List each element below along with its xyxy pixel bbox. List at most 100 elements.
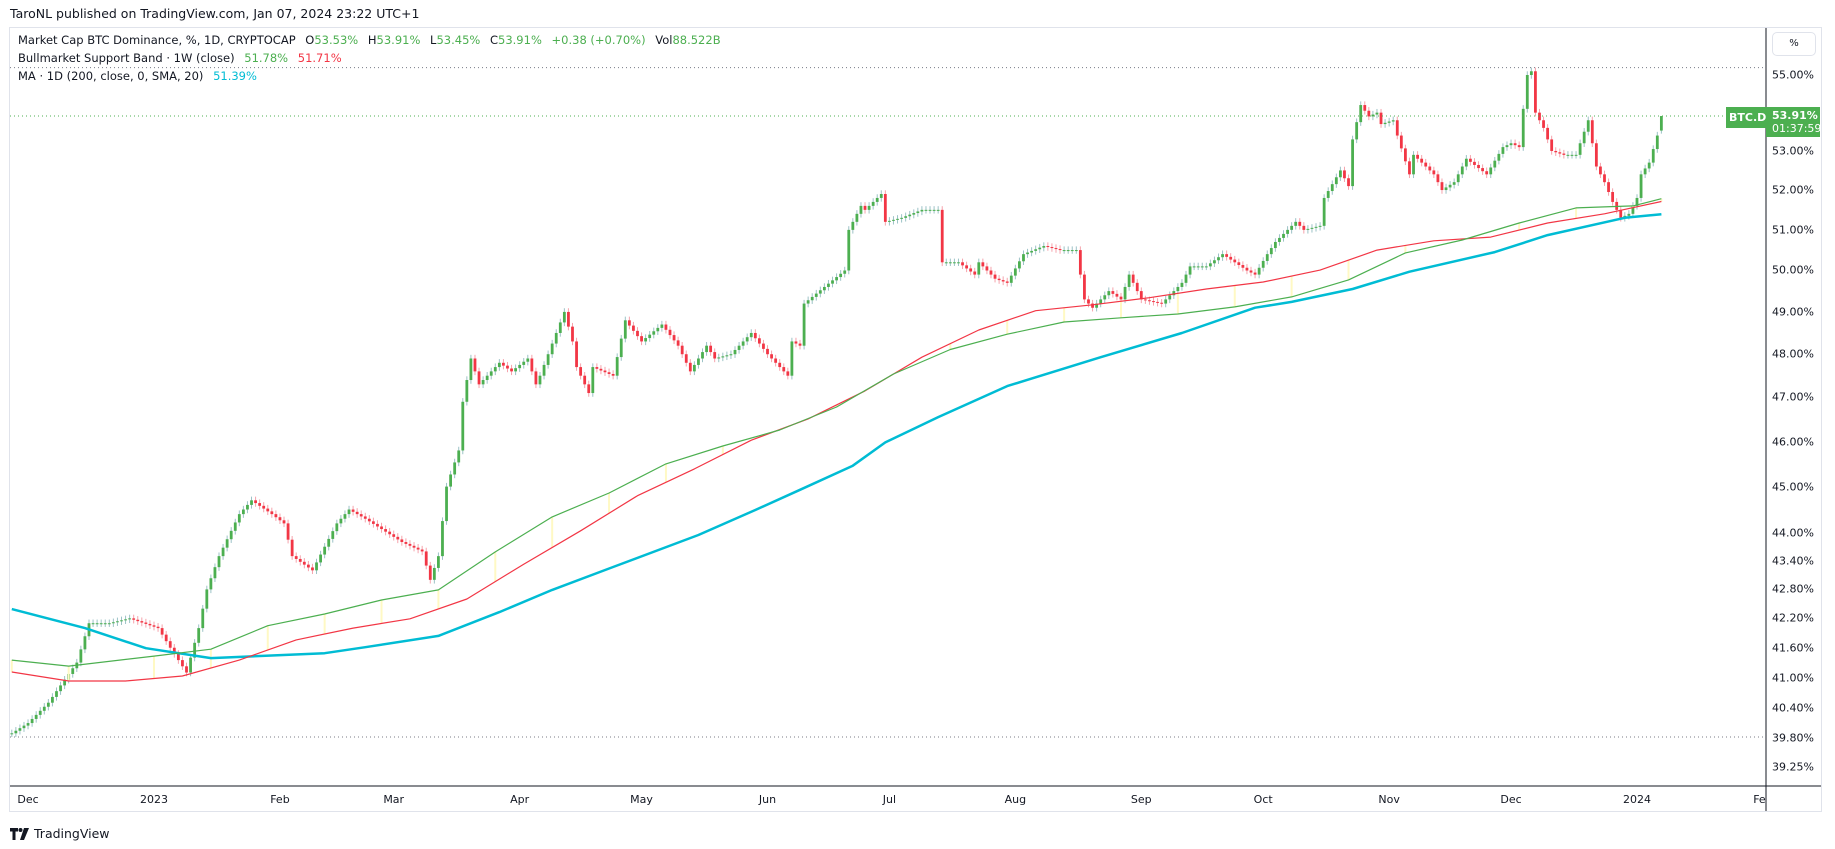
candle-body: [376, 523, 379, 527]
candle-body: [132, 618, 136, 620]
candle-body: [1322, 197, 1326, 226]
candle-body: [680, 345, 684, 355]
bar-countdown: 01:37:59: [1772, 122, 1822, 135]
candle-body: [1562, 153, 1566, 155]
candle-body: [1168, 295, 1172, 300]
candle-body: [1200, 266, 1204, 268]
candle-body: [1607, 182, 1610, 193]
candle-body: [1026, 252, 1029, 255]
candle-body: [1566, 154, 1570, 156]
candle-body: [1452, 182, 1456, 185]
candle-body: [973, 271, 977, 275]
candle-body: [1018, 261, 1021, 269]
candle-body: [640, 336, 643, 342]
candle-body: [1643, 168, 1647, 175]
candle-body: [396, 536, 400, 540]
candle-body: [847, 229, 851, 271]
candle-body: [798, 343, 802, 346]
price-tick-label: 40.40%: [1772, 701, 1814, 715]
candle-body: [1022, 254, 1025, 262]
time-tick-label: Aug: [1004, 793, 1027, 806]
candle-body: [806, 300, 810, 304]
candle-body: [1208, 263, 1212, 267]
candle-body: [558, 322, 562, 333]
candle-body: [814, 293, 818, 297]
candle-body: [1534, 71, 1537, 113]
candle-body: [233, 522, 237, 531]
candle-body: [441, 521, 444, 557]
candle-body: [518, 364, 522, 369]
legend-main-series[interactable]: Market Cap BTC Dominance, %, 1D, CRYPTOC…: [18, 33, 721, 47]
time-tick-label: Nov: [1378, 793, 1400, 806]
candle-body: [1391, 120, 1395, 122]
plot-area[interactable]: [10, 67, 1766, 738]
candle-body: [1473, 161, 1476, 165]
candle-body: [579, 367, 583, 376]
candle-body: [1383, 122, 1387, 125]
candle-body: [51, 696, 54, 703]
candle-body: [1273, 241, 1277, 249]
price-tick-label: 46.00%: [1772, 435, 1814, 448]
legend-low-label: L: [430, 33, 437, 47]
candle-body: [250, 500, 253, 505]
candle-body: [408, 543, 412, 546]
candle-body: [270, 511, 274, 515]
candle-body: [384, 529, 387, 532]
candle-body: [176, 653, 180, 661]
candle-body: [701, 352, 704, 359]
candle-body: [1188, 266, 1192, 275]
time-axis[interactable]: Dec 2023 Feb Mar Apr May Jun Jul Aug Sep Oct Nov Dec…: [10, 787, 1766, 811]
candle-body: [1139, 291, 1143, 300]
legend-ma-value: 51.39%: [213, 69, 257, 83]
legend-band-title: Bullmarket Support Band · 1W (close): [18, 51, 235, 65]
legend-ma200[interactable]: MA · 1D (200, close, 0, SMA, 20) 51.39%: [18, 69, 257, 83]
price-tick-label: 41.00%: [1772, 671, 1814, 685]
price-tick-label: 48.00%: [1772, 347, 1814, 361]
candle-body: [1302, 225, 1306, 230]
candle-body: [420, 549, 424, 552]
candle-body: [1253, 272, 1257, 275]
candle-body: [347, 509, 351, 515]
candle-body: [213, 567, 217, 579]
candle-body: [83, 636, 87, 650]
candle-body: [116, 621, 119, 623]
candle-body: [209, 578, 213, 590]
scale-unit-button[interactable]: %: [1772, 32, 1816, 56]
candle-body: [14, 730, 18, 734]
candle-body: [1310, 227, 1314, 229]
candle-body: [652, 331, 656, 335]
candle-body: [372, 521, 375, 524]
candle-body: [863, 205, 867, 210]
candle-body: [1034, 249, 1038, 251]
candle-body: [185, 666, 188, 673]
candle-body: [1387, 121, 1391, 123]
candle-body: [124, 619, 127, 621]
candle-body: [46, 702, 50, 707]
candle-body: [554, 332, 558, 344]
candle-body: [1338, 170, 1342, 178]
legend-band-ema-value: 51.71%: [297, 51, 342, 65]
candle-body: [1464, 158, 1468, 167]
candle-body: [156, 626, 160, 629]
time-tick-label: 2023: [140, 793, 168, 806]
legend-support-band[interactable]: Bullmarket Support Band · 1W (close) 51.…: [18, 51, 342, 65]
candle-body: [660, 324, 664, 328]
legend-change-value: +0.38 (+0.70%): [551, 33, 646, 47]
candle-body: [1261, 260, 1265, 268]
candle-body: [38, 710, 42, 715]
candle-body: [392, 534, 396, 537]
candle-body: [111, 622, 115, 624]
candle-body: [831, 280, 834, 284]
candle-body: [611, 373, 615, 376]
candle-body: [794, 341, 798, 344]
candle-body: [977, 262, 981, 275]
price-tick-label: 39.80%: [1772, 731, 1814, 745]
candle-body: [904, 216, 908, 218]
candle-body: [26, 723, 30, 726]
candle-body: [908, 214, 912, 217]
candle-body: [266, 508, 270, 512]
candle-body: [567, 311, 570, 327]
candle-body: [193, 642, 197, 658]
candle-body: [311, 567, 314, 571]
